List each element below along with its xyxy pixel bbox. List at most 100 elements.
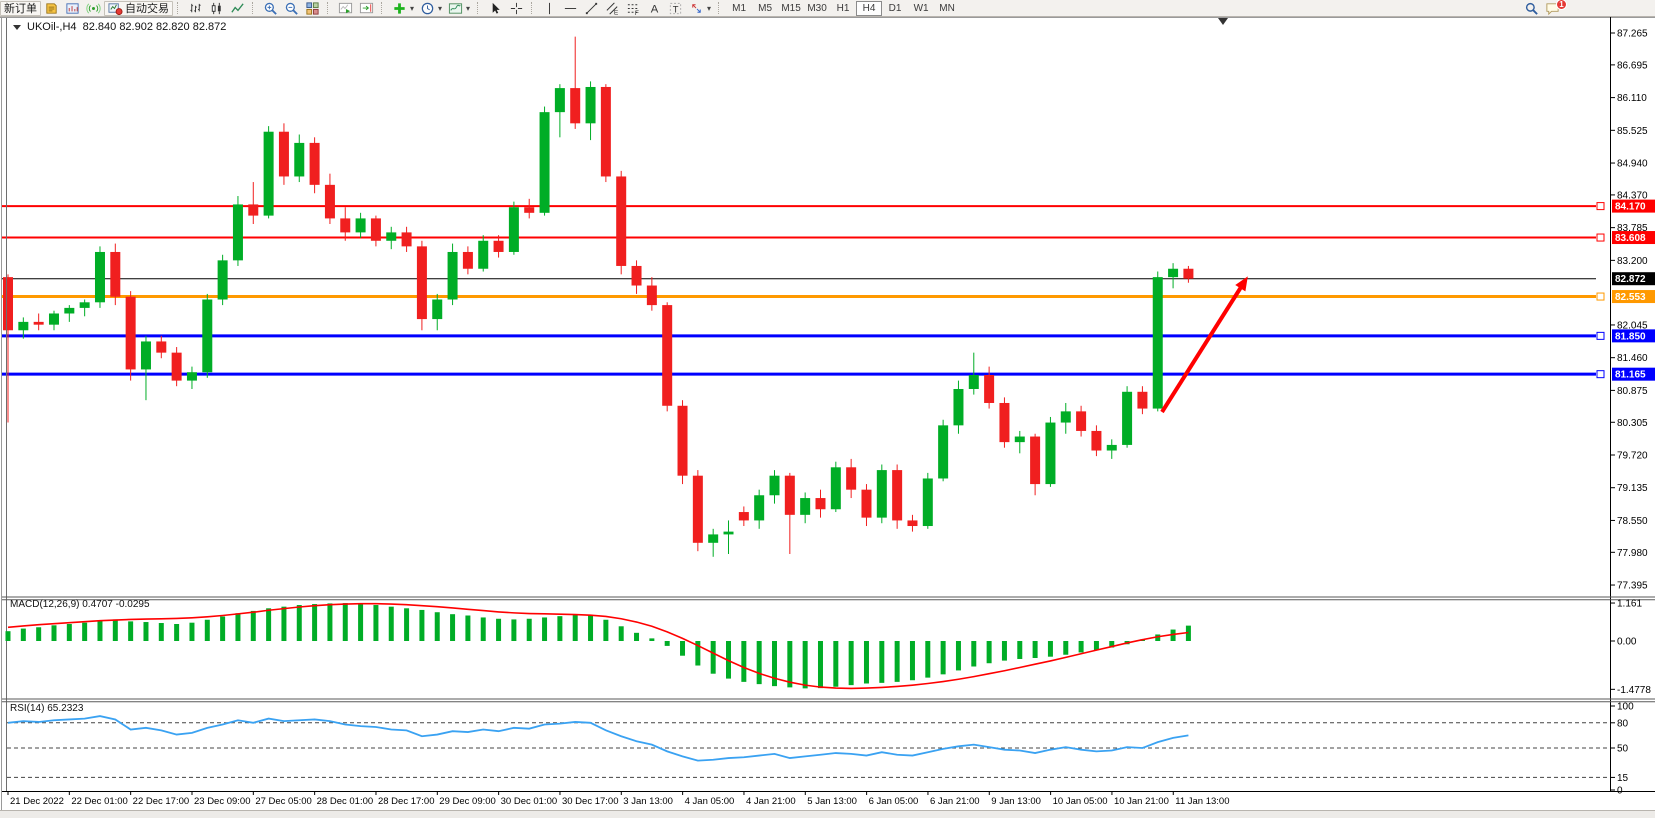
notification-badge: 1 [1556, 0, 1567, 10]
timeframe-d1-button[interactable]: D1 [888, 2, 902, 14]
cursor-icon-icon [488, 1, 503, 16]
new-order-button[interactable]: 新订单 [0, 0, 41, 16]
chart-dropdown-icon[interactable] [13, 24, 21, 30]
timeframe-mn-button[interactable]: MN [939, 2, 955, 14]
toolbar-separator [327, 2, 331, 14]
price-axis-label: 82.045 [1617, 320, 1648, 331]
trendline-icon-icon [584, 1, 599, 16]
timeframe-h4-button[interactable]: H4 [856, 0, 883, 16]
arrows-icon-icon [689, 1, 704, 16]
search-icon-icon [1524, 1, 1539, 16]
time-axis-label: 22 Dec 17:00 [133, 796, 190, 807]
time-axis-label: 6 Jan 21:00 [930, 796, 980, 807]
signals-icon[interactable] [83, 1, 104, 16]
timeframe-m30-button[interactable]: M30 [807, 2, 827, 14]
rsi-indicator-label: RSI(14) 65.2323 [10, 703, 84, 714]
periods-icon[interactable]: ▾ [417, 1, 445, 16]
dropdown-caret-icon[interactable]: ▾ [466, 3, 471, 13]
tile-windows-icon-icon [305, 1, 320, 16]
svg-text:F: F [635, 10, 639, 16]
time-axis-label: 22 Dec 01:00 [71, 796, 128, 807]
trend-arrow-annotation[interactable] [1160, 276, 1248, 414]
time-axis-label: 23 Dec 09:00 [194, 796, 251, 807]
market-watch-icon[interactable] [62, 1, 83, 16]
dropdown-caret-icon[interactable]: ▾ [707, 3, 712, 13]
crosshair-icon[interactable] [506, 1, 527, 16]
macd-axis-label: 1.161 [1617, 599, 1642, 610]
chart-shift-marker-icon [1218, 18, 1228, 25]
chart-title-text: UKOil-,H4 82.840 82.902 82.820 82.872 [27, 21, 227, 33]
toolbar-separator [177, 2, 181, 14]
time-axis-label: 10 Jan 05:00 [1053, 796, 1108, 807]
toolbar-separator [477, 2, 481, 14]
time-axis-label: 6 Jan 05:00 [869, 796, 919, 807]
text-label-icon[interactable]: T [665, 1, 686, 16]
timeframe-m1-button[interactable]: M1 [732, 2, 747, 14]
rsi-axis-label: 80 [1617, 718, 1629, 729]
time-axis-label: 28 Dec 01:00 [317, 796, 374, 807]
templates-icon[interactable]: ▾ [445, 1, 473, 16]
vertical-line-icon[interactable] [539, 1, 560, 16]
time-axis-label: 10 Jan 21:00 [1114, 796, 1169, 807]
tile-windows-icon[interactable] [302, 1, 323, 16]
autotrading-button[interactable]: 自动交易 [104, 0, 173, 16]
price-line-chip: 84.170 [1615, 202, 1646, 213]
cursor-icon[interactable] [485, 1, 506, 16]
time-axis: 21 Dec 2022 22 Dec 01:00 22 Dec 17:00 23 De… [2, 791, 1655, 807]
arrows-icon[interactable]: ▾ [686, 1, 714, 16]
chat-icon[interactable]: 1 [1542, 0, 1567, 16]
macd-pane: 1.161 0.00 -1.4778 [5, 599, 1651, 696]
timeframe-w1-button[interactable]: W1 [913, 2, 929, 14]
horizontal-line-icon[interactable] [560, 1, 581, 16]
templates-icon-icon [448, 1, 463, 16]
price-line-chip: 82.872 [1615, 274, 1646, 285]
market-watch-icon-icon [65, 1, 80, 16]
equidistant-channel-icon[interactable]: E [602, 1, 623, 16]
zoom-out-icon-icon [284, 1, 299, 16]
zoom-out-icon[interactable] [281, 1, 302, 16]
time-axis-label: 30 Dec 01:00 [501, 796, 558, 807]
trendline-icon[interactable] [581, 1, 602, 16]
chart-shift-icon[interactable] [356, 1, 377, 16]
journal-icon[interactable] [41, 1, 62, 16]
vertical-line-icon-icon [542, 1, 557, 16]
crosshair-icon-icon [509, 1, 524, 16]
time-axis-label: 30 Dec 17:00 [562, 796, 619, 807]
toolbar-separator [252, 2, 256, 14]
fibonacci-icon[interactable]: F [623, 1, 644, 16]
candlestick-chart-icon[interactable] [206, 1, 227, 16]
window-frame [0, 17, 1655, 818]
add-indicator-icon[interactable]: ▾ [389, 1, 417, 16]
macd-axis-label: -1.4778 [1617, 685, 1651, 696]
text-label-icon-icon: T [668, 1, 683, 16]
time-axis-label: 4 Jan 05:00 [685, 796, 735, 807]
price-line-chip: 83.608 [1615, 233, 1646, 244]
text-icon[interactable]: A [644, 1, 665, 16]
search-icon[interactable] [1521, 1, 1542, 16]
timeframe-h1-button[interactable]: H1 [836, 2, 850, 14]
line-chart-icon[interactable] [227, 1, 248, 16]
price-axis-label: 80.875 [1617, 386, 1648, 397]
timeframe-m5-button[interactable]: M5 [758, 2, 773, 14]
timeframe-m15-button[interactable]: M15 [781, 2, 801, 14]
toolbar-separator [718, 2, 722, 14]
price-axis-label: 77.395 [1617, 581, 1648, 592]
dropdown-caret-icon[interactable]: ▾ [410, 3, 415, 13]
auto-scroll-icon[interactable] [335, 1, 356, 16]
line-chart-icon-icon [230, 1, 245, 16]
periods-icon-icon [420, 1, 435, 16]
price-line-chip: 82.553 [1615, 292, 1646, 303]
dropdown-caret-icon[interactable]: ▾ [438, 3, 443, 13]
price-line-chip: 81.850 [1615, 331, 1646, 342]
bar-chart-icon[interactable] [185, 1, 206, 16]
zoom-in-icon[interactable] [260, 1, 281, 16]
price-axis-label: 84.370 [1617, 190, 1648, 201]
price-axis-label: 83.785 [1617, 223, 1648, 234]
price-axis-label: 85.525 [1617, 126, 1648, 137]
toolbar: 新订单 自动交易 ▾ ▾ ▾ E F A T ▾ M1 M5 M15 M30 H1 H4 D1 W1 MN 1 [0, 0, 1655, 17]
price-line-labels: 84.170 83.608 82.872 82.553 81.850 81.165 [1596, 199, 1655, 381]
price-axis-label: 80.305 [1617, 418, 1648, 429]
fibonacci-icon-icon: F [626, 1, 641, 16]
price-axis-label: 87.265 [1617, 29, 1648, 40]
